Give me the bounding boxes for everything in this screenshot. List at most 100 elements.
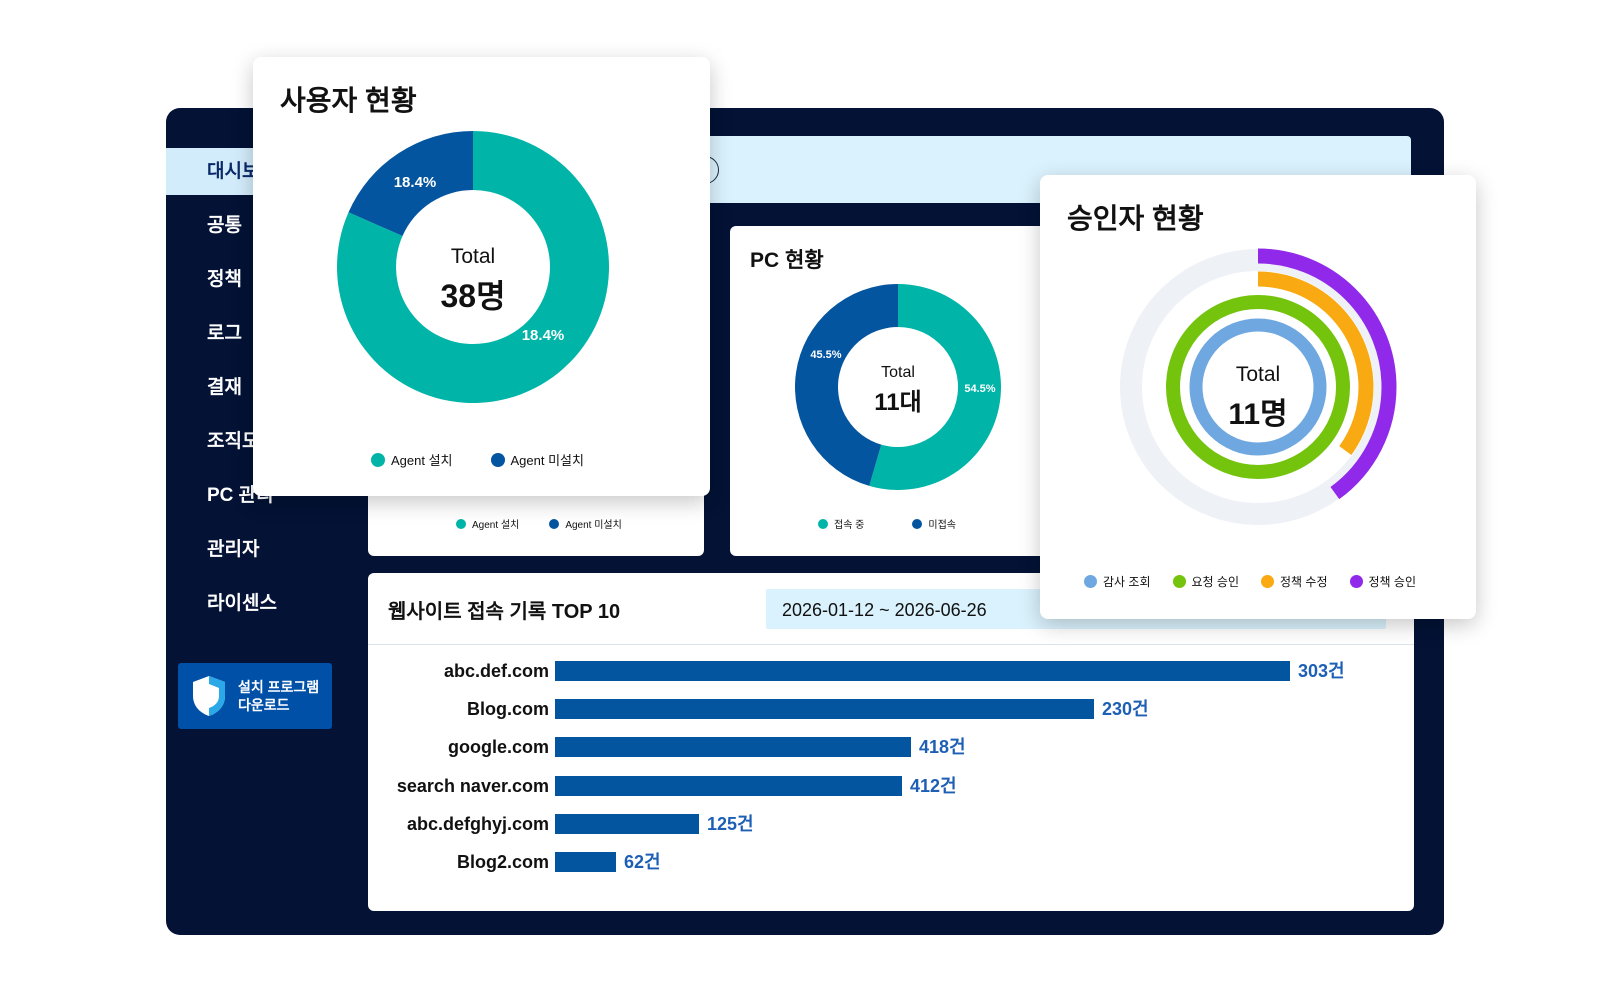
legend-dot [818, 518, 828, 529]
bar-row: Blog2.com 62건 [368, 851, 1414, 873]
legend-label: 감사 조회 [1103, 575, 1151, 589]
legend-dot [549, 518, 560, 529]
sidebar-item-log[interactable]: 로그 [207, 323, 242, 344]
donut-slice [794, 284, 898, 486]
user-card-legend: Agent 설치 Agent 미설치 [456, 516, 622, 531]
bar-value-label: 125건 [707, 813, 754, 834]
pc-total-box: Total 11대 [848, 364, 948, 417]
bar-row: google.com 418건 [368, 736, 1414, 758]
legend-item: Agent 미설치 [549, 516, 622, 531]
radial-ring [1119, 248, 1397, 526]
bar-value-label: 412건 [910, 775, 957, 796]
download-installer-button[interactable]: 설치 프로그램 다운로드 [178, 663, 332, 729]
legend-item: 요청 승인 [1172, 573, 1240, 590]
legend-label: 요청 승인 [1191, 575, 1240, 589]
slice-label: 18.4% [394, 174, 437, 191]
download-label-line1: 설치 프로그램 [238, 679, 320, 695]
bar [555, 852, 616, 872]
bar [555, 737, 911, 758]
user-total-label: Total [450, 245, 496, 268]
legend-item: 정책 수정 [1261, 573, 1328, 590]
user-popup-title: 사용자 현황 [280, 85, 417, 116]
pc-total-value: 11대 [874, 389, 922, 416]
sidebar-item-license[interactable]: 라이센스 [207, 593, 277, 614]
legend-dot [490, 452, 505, 467]
radial-ring [1142, 271, 1374, 503]
pc-status-card: PC 현황 54.5% 45.5% Total 11대 접속 중 미접속 [730, 226, 1050, 556]
divider [368, 644, 1414, 645]
slice-label: 18.4% [522, 327, 565, 344]
legend-dot [1349, 575, 1363, 588]
bar-category-label: Blog2.com [456, 852, 549, 872]
legend-label: 미접속 [928, 520, 956, 531]
bar-value-label: 62건 [624, 852, 661, 872]
sidebar-item-approval[interactable]: 결재 [207, 377, 242, 398]
user-total-value: 38명 [440, 278, 506, 314]
legend-label: Agent 설치 [472, 520, 520, 531]
legend-dot [1261, 575, 1274, 588]
bar-row: search naver.com 412건 [368, 775, 1414, 797]
legend-item: Agent 설치 [456, 516, 519, 531]
user-total-box: Total 38명 [411, 245, 535, 317]
radial-ring [1166, 295, 1350, 479]
user-donut-chart: 18.4% 18.4% [337, 131, 609, 403]
legend-label: Agent 설치 [391, 453, 453, 468]
pc-total-label: Total [881, 364, 915, 381]
bar-row: abc.defghyj.com 125건 [368, 813, 1414, 835]
bar-category-label: Blog.com [466, 699, 549, 720]
bar-value-label: 303건 [1298, 661, 1345, 681]
approver-total-value: 11명 [1228, 398, 1288, 431]
legend-label: 정책 승인 [1368, 575, 1417, 589]
approver-total-box: Total 11명 [1208, 363, 1308, 433]
bar [555, 699, 1094, 720]
legend-item: 감사 조회 [1084, 573, 1151, 590]
bar-category-label: abc.defghyj.com [406, 813, 549, 834]
bar-value-label: 418건 [919, 737, 966, 758]
legend-label: Agent 미설치 [510, 453, 584, 468]
bar [555, 775, 902, 796]
sidebar-item-org[interactable]: 조직도 [207, 431, 260, 452]
radial-ring [1189, 318, 1327, 456]
slice-label: 45.5% [810, 349, 841, 361]
user-popup-legend: Agent 설치 Agent 미설치 [371, 450, 584, 469]
website-card-title: 웹사이트 접속 기록 TOP 10 [388, 601, 621, 623]
legend-item: 정책 승인 [1349, 573, 1417, 590]
legend-item: Agent 설치 [371, 450, 453, 469]
bar-row: abc.def.com 303건 [368, 660, 1414, 682]
legend-dot [1084, 575, 1097, 588]
pc-donut-chart: 54.5% 45.5% [794, 284, 1001, 490]
donut-slice [869, 284, 1001, 490]
approver-popup-legend: 감사 조회 요청 승인 정책 수정 정책 승인 [1084, 573, 1416, 590]
shield-icon [193, 676, 225, 716]
bar [555, 813, 699, 834]
bar [555, 661, 1290, 681]
approver-radial-chart [1119, 248, 1397, 526]
legend-item: 미접속 [912, 516, 956, 531]
donut-slice [337, 131, 609, 403]
pc-card-title: PC 현황 [750, 249, 824, 272]
bar-category-label: search naver.com [396, 775, 549, 796]
legend-dot [456, 518, 466, 529]
bar-category-label: abc.def.com [443, 661, 549, 681]
donut-slice [348, 131, 473, 236]
sidebar-item-admin[interactable]: 관리자 [207, 539, 260, 560]
legend-dot [912, 518, 923, 529]
legend-label: 접속 중 [834, 520, 865, 531]
legend-item: 접속 중 [818, 516, 864, 531]
legend-dot [1172, 575, 1186, 588]
pc-card-legend: 접속 중 미접속 [818, 516, 956, 531]
approver-total-label: Total [1235, 363, 1281, 386]
legend-dot [371, 452, 385, 467]
download-label-line2: 다운로드 [238, 697, 290, 713]
sidebar-item-policy[interactable]: 정책 [207, 269, 242, 290]
approver-popup-title: 승인자 현황 [1067, 203, 1204, 234]
legend-label: Agent 미설치 [565, 520, 622, 531]
sidebar-item-common[interactable]: 공통 [207, 215, 242, 236]
approver-status-popup: 승인자 현황 Total 11명 감사 조회 요청 승인 정책 수정 정책 승인 [1040, 175, 1476, 619]
user-status-popup: 사용자 현황 18.4% 18.4% Total 38명 Agent 설치 Age… [253, 57, 710, 496]
legend-item: Agent 미설치 [490, 450, 584, 469]
slice-label: 54.5% [964, 383, 995, 395]
date-range-text: 2026-01-12 ~ 2026-06-26 [782, 600, 987, 620]
website-access-card: 웹사이트 접속 기록 TOP 10 2026-01-12 ~ 2026-06-2… [368, 573, 1414, 911]
bar-value-label: 230건 [1102, 699, 1149, 720]
